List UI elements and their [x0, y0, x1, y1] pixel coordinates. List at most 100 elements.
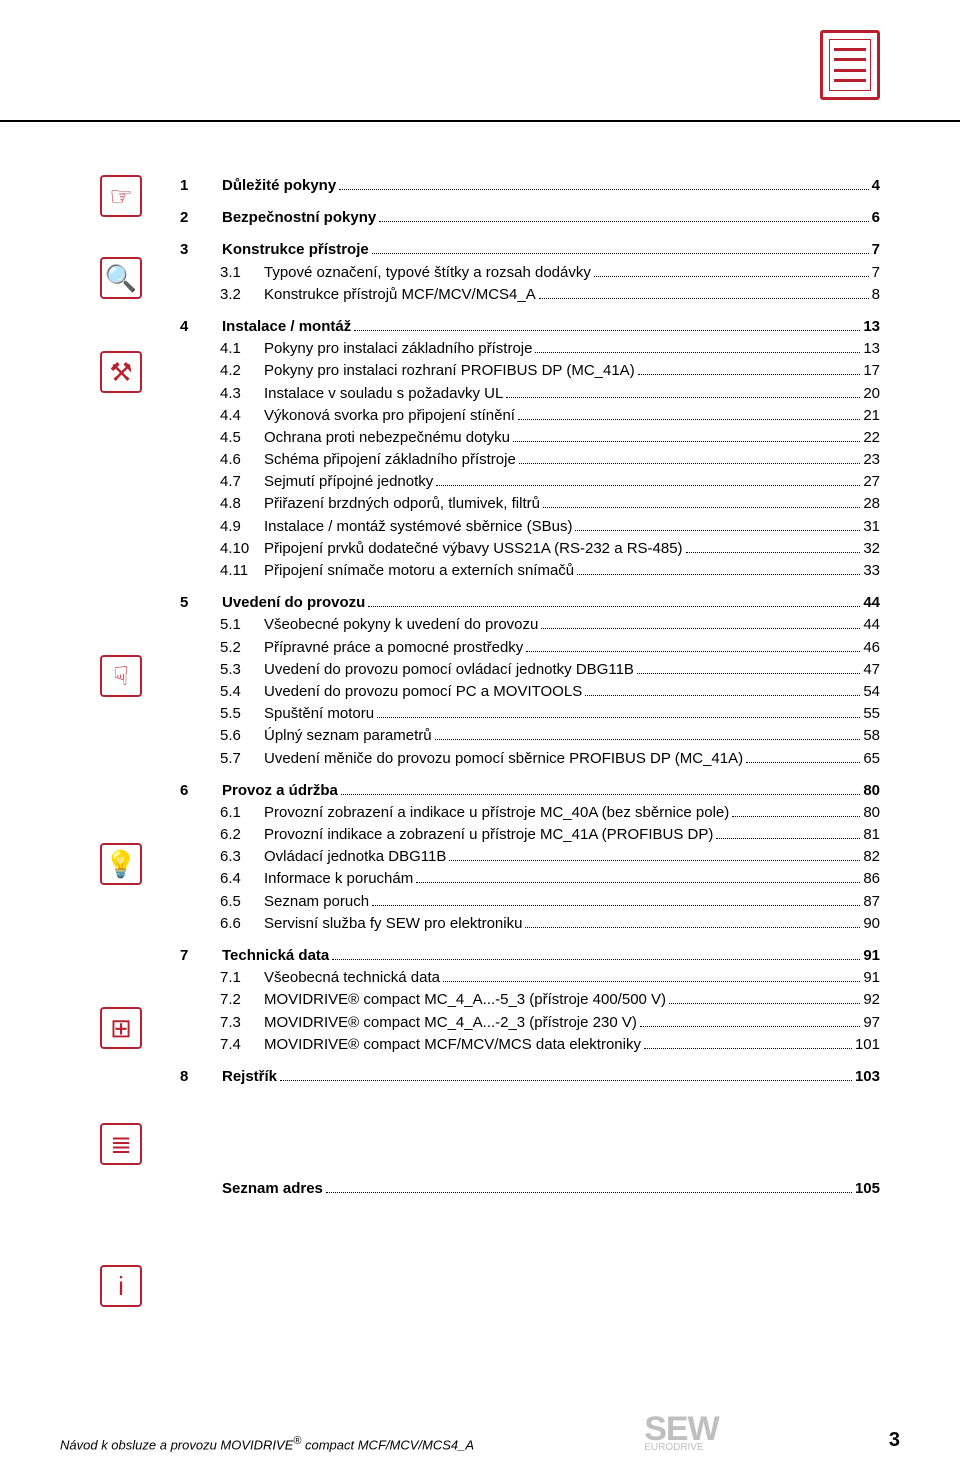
toc-page: 80 — [863, 802, 880, 824]
toc-entry: 3Konstrukce přístroje7 — [180, 239, 880, 261]
toc-title: Výkonová svorka pro připojení stínění — [264, 405, 515, 427]
toc-number: 1 — [180, 175, 222, 197]
table-icon: ⊞ — [100, 1007, 142, 1049]
toc-number: 7.4 — [220, 1034, 264, 1056]
toc-leader — [506, 397, 860, 398]
toc-page: 80 — [863, 780, 880, 802]
toc-subentry: 6.1Provozní zobrazení a indikace u příst… — [180, 802, 880, 824]
toc-title: Ochrana proti nebezpečnému dotyku — [264, 427, 510, 449]
toc-leader — [519, 463, 861, 464]
toc-subentry: 4.2Pokyny pro instalaci rozhraní PROFIBU… — [180, 360, 880, 382]
toc-title: Připojení prvků dodatečné výbavy USS21A … — [264, 538, 683, 560]
toc-title: MOVIDRIVE® compact MC_4_A...-5_3 (přístr… — [264, 989, 666, 1011]
toc-subentry: 5.4Uvedení do provozu pomocí PC a MOVITO… — [180, 681, 880, 703]
toc-number: 6.2 — [220, 824, 264, 846]
toc-title: Konstrukce přístroje — [222, 239, 369, 261]
toc-section: 6Provoz a údržba806.1Provozní zobrazení … — [180, 780, 880, 935]
toc-leader — [332, 959, 860, 960]
toc-number: 6.3 — [220, 846, 264, 868]
toc-number: 5.2 — [220, 637, 264, 659]
toc-leader — [280, 1080, 852, 1081]
toc-entry: 5Uvedení do provozu44 — [180, 592, 880, 614]
toc-title: Pokyny pro instalaci rozhraní PROFIBUS D… — [264, 360, 635, 382]
toc-leader — [638, 374, 861, 375]
toc-number: 7.3 — [220, 1012, 264, 1034]
toc-title: Technická data — [222, 945, 329, 967]
toc-number: 4.7 — [220, 471, 264, 493]
toc-leader — [449, 860, 860, 861]
magnifier-icon: 🔍 — [100, 257, 142, 299]
toc-page: 7 — [872, 239, 880, 261]
toc-page: 13 — [863, 316, 880, 338]
toc-subentry: 4.8Přiřazení brzdných odporů, tlumivek, … — [180, 493, 880, 515]
toc-title: Seznam adres — [222, 1178, 323, 1200]
toc-leader — [443, 981, 860, 982]
toc-subentry: 4.9Instalace / montáž systémové sběrnice… — [180, 516, 880, 538]
toc-number: 4.4 — [220, 405, 264, 427]
toc-title: MOVIDRIVE® compact MC_4_A...-2_3 (přístr… — [264, 1012, 637, 1034]
toc-subentry: 4.10Připojení prvků dodatečné výbavy USS… — [180, 538, 880, 560]
toc-number: 6.5 — [220, 891, 264, 913]
toc-page: 86 — [863, 868, 880, 890]
toc-leader — [746, 762, 860, 763]
toc-content: ☞🔍⚒☟💡⊞≣i 1Důležité pokyny42Bezpečnostní … — [100, 175, 880, 1210]
toc-number: 5.1 — [220, 614, 264, 636]
toc-number: 4.11 — [220, 560, 264, 582]
toc-leader — [543, 507, 860, 508]
toc-leader — [435, 739, 861, 740]
toc-title: Konstrukce přístrojů MCF/MCV/MCS4_A — [264, 284, 536, 306]
toc-entry: 6Provoz a údržba80 — [180, 780, 880, 802]
toc-number: 5 — [180, 592, 222, 614]
toc-page: 32 — [863, 538, 880, 560]
toc-number: 5.3 — [220, 659, 264, 681]
toc-leader — [716, 838, 860, 839]
toc-page: 4 — [872, 175, 880, 197]
toc-leader — [326, 1192, 852, 1193]
toc-leader — [513, 441, 860, 442]
toc-title: Úplný seznam parametrů — [264, 725, 432, 747]
toc-leader — [372, 253, 869, 254]
toc-title: MOVIDRIVE® compact MCF/MCV/MCS data elek… — [264, 1034, 641, 1056]
toc-title: Připojení snímače motoru a externích sní… — [264, 560, 574, 582]
toc-title: Uvedení do provozu pomocí PC a MOVITOOLS — [264, 681, 582, 703]
toc-subentry: 6.4Informace k poruchám86 — [180, 868, 880, 890]
toc-title: Pokyny pro instalaci základního přístroj… — [264, 338, 532, 360]
toc-page: 23 — [863, 449, 880, 471]
toc-leader — [539, 298, 869, 299]
toc-leader — [339, 189, 868, 190]
pointing-hand-icon: ☞ — [100, 175, 142, 217]
toc-number: 4.5 — [220, 427, 264, 449]
toc-number: 4 — [180, 316, 222, 338]
toc-number: 3.2 — [220, 284, 264, 306]
toc-subentry: 7.1Všeobecná technická data91 — [180, 967, 880, 989]
toc-title: Všeobecné pokyny k uvedení do provozu — [264, 614, 538, 636]
toc-entry: 1Důležité pokyny 4 — [180, 175, 880, 197]
lightbulb-icon: 💡 — [100, 843, 142, 885]
toc-title: Důležité pokyny — [222, 175, 336, 197]
toc-entry: 8Rejstřík103 — [180, 1066, 880, 1088]
toc-section: 1Důležité pokyny 4 — [180, 175, 880, 197]
toc-page: 31 — [863, 516, 880, 538]
toc-leader — [372, 905, 860, 906]
toc-leader — [341, 794, 860, 795]
toc-section: 2Bezpečnostní pokyny6 — [180, 207, 880, 229]
toc-entry: Seznam adres 105 — [180, 1178, 880, 1200]
toc-number: 4.9 — [220, 516, 264, 538]
toc-number: 7.2 — [220, 989, 264, 1011]
toc-section: 3Konstrukce přístroje73.1Typové označení… — [180, 239, 880, 306]
toc-page: 105 — [855, 1178, 880, 1200]
page-footer: Návod k obsluze a provozu MOVIDRIVE® com… — [60, 1415, 900, 1452]
toc-leader — [368, 606, 860, 607]
toc-page: 92 — [863, 989, 880, 1011]
toc-subentry: 6.3Ovládací jednotka DBG11B82 — [180, 846, 880, 868]
toc-title: Ovládací jednotka DBG11B — [264, 846, 446, 868]
toc-title: Rejstřík — [222, 1066, 277, 1088]
toc-number: 5.5 — [220, 703, 264, 725]
toc-leader — [585, 695, 860, 696]
toc-page: 54 — [863, 681, 880, 703]
toc-title: Spuštění motoru — [264, 703, 374, 725]
toc-leader — [354, 330, 860, 331]
toc-page: 58 — [863, 725, 880, 747]
toc-subentry: 4.5Ochrana proti nebezpečnému dotyku22 — [180, 427, 880, 449]
toc-subentry: 5.3Uvedení do provozu pomocí ovládací je… — [180, 659, 880, 681]
